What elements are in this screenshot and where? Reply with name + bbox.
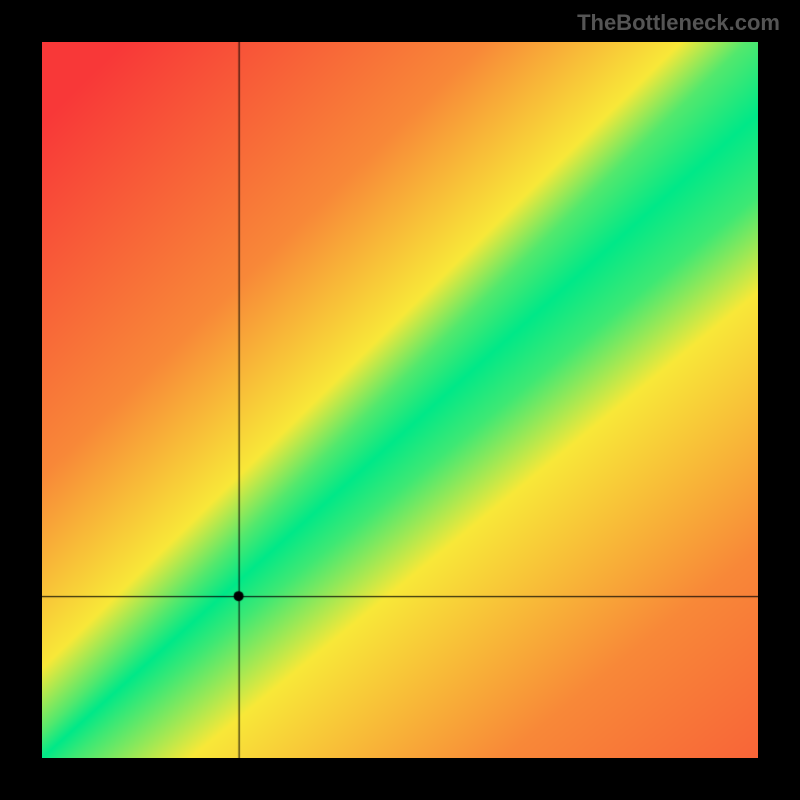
watermark-text: TheBottleneck.com	[577, 10, 780, 36]
chart-container: TheBottleneck.com	[0, 0, 800, 800]
bottleneck-heatmap	[42, 42, 758, 758]
